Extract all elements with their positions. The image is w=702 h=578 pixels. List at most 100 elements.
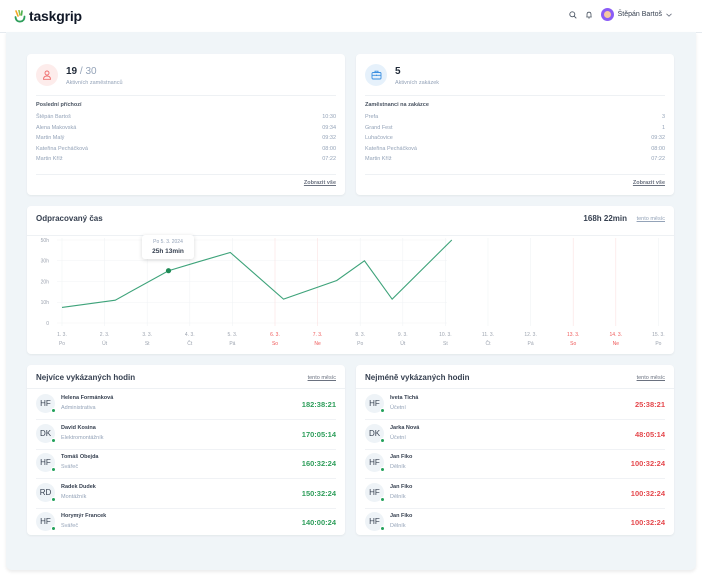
x-tick-date: 13. 3. [567, 332, 580, 338]
bell-icon[interactable] [585, 11, 593, 19]
search-icon[interactable] [568, 10, 577, 19]
x-tick-date: 1. 3. [57, 332, 67, 338]
avatar: RD [36, 482, 55, 502]
avatar-initials: HF [40, 458, 51, 467]
period-link[interactable]: tento měsíc [636, 216, 665, 222]
avatar-initials: HF [369, 399, 380, 408]
list-item: Martin Kříž 07:22 [365, 154, 665, 165]
employee-name: Tomáš Obejda [61, 454, 99, 460]
tooltip-date: Po 5. 3. 2024 [153, 239, 183, 245]
employee-hours: 150:32:24 [301, 488, 336, 498]
divider [36, 95, 336, 96]
avatar: HF [36, 512, 55, 531]
avatar-initials: HF [369, 487, 380, 497]
x-tick-day: Út [400, 340, 406, 347]
employee-hours: 25:38:21 [634, 400, 665, 409]
employee-row[interactable]: HF Tomáš Obejda Svářeč 160:32:24 [36, 448, 336, 479]
list-item: Grand Fest 1 [365, 123, 665, 134]
employee-hours: 170:05:14 [301, 429, 336, 439]
employee-row[interactable]: DK Jarka Nová Účetní 48:05:14 [365, 419, 665, 450]
employee-hours: 160:32:24 [301, 459, 336, 468]
employee-row[interactable]: RD Radek Dudek Montážník 150:32:24 [36, 478, 336, 509]
online-status-dot [51, 437, 56, 443]
list-item-value: 09:32 [651, 135, 665, 141]
logo[interactable]: taskgrip [14, 8, 82, 24]
avatar-initials: RD [39, 487, 52, 497]
online-status-dot [51, 496, 56, 502]
avatar-initials: HF [369, 458, 380, 467]
list-item-name: Luhačovice [365, 135, 393, 141]
x-tick-day: Čt [486, 340, 492, 347]
list-item: Martin Kříž 07:22 [36, 154, 336, 165]
online-status-dot [380, 496, 385, 502]
employee-row[interactable]: HF Helena Formánková Administrativa 182:38:… [36, 389, 336, 420]
worktime-chart: 0 10h 20h 30h 50h 1. 3. Po 2. 3. Út 3. 3. St 4. 3. Č… [41, 238, 665, 347]
employee-name: Radek Dudek [61, 483, 96, 490]
employee-row[interactable]: HF Jan Fiko Dělník 100:32:24 [365, 448, 665, 479]
x-tick-day: Pá [528, 341, 534, 347]
online-status-dot [380, 526, 385, 531]
order-employees-list: Prefa 3 Grand Fest 1 Luhačovice 09:32 Kateřina… [365, 112, 665, 165]
online-status-dot [380, 408, 385, 413]
list-item-name: Prefa [365, 114, 379, 120]
tooltip-value: 25h 13min [152, 248, 184, 255]
x-tick-day: Po [59, 341, 65, 347]
employee-row[interactable]: HF Jan Fiko Dělník 100:32:24 [365, 478, 665, 509]
avatar: HF [365, 482, 384, 502]
employee-role: Administrativa [61, 405, 96, 411]
employee-row[interactable]: HF Jan Fiko Dělník 100:32:24 [365, 507, 665, 537]
x-tick-date: 5. 3. [228, 332, 238, 338]
x-tick-date: 8. 3. [355, 332, 365, 338]
chart-tooltip: Po 5. 3. 2024 25h 13min [142, 235, 194, 259]
x-tick-date: 7. 3. [313, 332, 323, 338]
list-item-name: Štěpán Bartoš [36, 114, 71, 120]
period-link[interactable]: tento měsíc [636, 375, 665, 381]
employee-name: Horymýr Francek [61, 513, 107, 519]
list-title: Poslední příchozí [36, 102, 82, 108]
employee-role: Elektromontážník [61, 434, 104, 441]
x-tick-date: 9. 3. [398, 332, 408, 338]
employee-row[interactable]: HF Horymýr Francek Svářeč 140:00:24 [36, 507, 336, 537]
list-item: Luhačovice 09:32 [365, 133, 665, 144]
show-all-link[interactable]: Zobrazit vše [632, 180, 665, 186]
employee-name: Jan Fiko [390, 454, 413, 460]
list-item-value: 10:30 [322, 114, 336, 120]
y-tick-label: 10h [41, 300, 50, 306]
y-tick-label: 0 [46, 321, 49, 327]
avatar: HF [365, 394, 384, 413]
active-employees-label: Aktivních zaměstnanců [66, 80, 123, 86]
list-item: Alena Makovská 09:34 [36, 123, 336, 134]
x-tick-date: 3. 3. [142, 332, 152, 338]
employee-role: Svářeč [61, 523, 79, 529]
employee-name: Jan Fiko [390, 513, 413, 519]
avatar: DK [36, 423, 55, 443]
chevron-down-icon [666, 13, 672, 17]
list-title: Zaměstnanci na zakázce [365, 102, 429, 108]
x-tick-day: Ne [314, 341, 321, 347]
x-tick-day: St [145, 341, 150, 347]
period-link[interactable]: tento měsíc [307, 375, 336, 381]
orders-card: 5 Aktivních zakázek Zaměstnanci na zakáz… [356, 54, 674, 195]
online-status-dot [380, 467, 385, 472]
user-icon [43, 70, 51, 80]
employee-role: Účetní [390, 405, 406, 411]
employee-row[interactable]: HF Iveta Tichá Účetní 25:38:21 [365, 389, 665, 420]
online-status-dot [51, 408, 56, 413]
list-item-value: 1 [661, 124, 665, 131]
show-all-link[interactable]: Zobrazit vše [303, 180, 336, 186]
y-tick-label: 20h [41, 279, 50, 285]
worktime-total: 168h 22min [583, 214, 627, 223]
user-icon-wrap [36, 64, 58, 86]
x-tick-day: St [443, 341, 448, 347]
briefcase-icon-wrap [365, 64, 387, 86]
series-line [61, 239, 453, 308]
user-menu[interactable]: Štěpán Bartoš [600, 8, 672, 21]
logo-icon [14, 9, 26, 22]
x-tick-day: Pá [229, 341, 235, 347]
avatar-initials: DK [368, 428, 381, 438]
list-item: Martin Malý 09:32 [36, 133, 336, 144]
employee-hours: 48:05:14 [634, 429, 665, 439]
employee-row[interactable]: DK David Kosina Elektromontážník 170:05:14 [36, 419, 336, 450]
employee-role: Dělník [390, 464, 406, 470]
employee-name: Iveta Tichá [390, 395, 419, 401]
